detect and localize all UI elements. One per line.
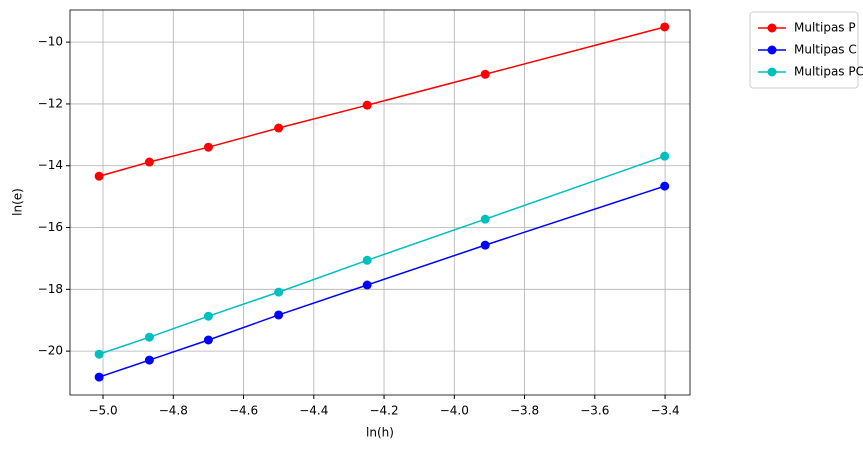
y-axis-label: ln(e): [11, 188, 25, 216]
data-point: [94, 349, 104, 359]
x-tick-label: −3.8: [510, 404, 539, 418]
legend-label: Multipas PC: [794, 65, 863, 79]
data-point: [144, 157, 154, 167]
data-point: [660, 151, 670, 161]
data-point: [362, 255, 372, 265]
series-line: [98, 155, 665, 355]
data-point: [274, 310, 284, 320]
legend-marker: [767, 45, 777, 55]
x-axis-label: ln(h): [366, 426, 394, 440]
data-point: [203, 142, 213, 152]
x-tick-label: −4.0: [440, 404, 469, 418]
x-tick-label: −3.6: [580, 404, 609, 418]
legend-label: Multipas P: [794, 21, 856, 35]
data-point: [144, 355, 154, 365]
x-tick-label: −4.4: [299, 404, 328, 418]
legend-marker: [767, 67, 777, 77]
legend-label: Multipas C: [794, 43, 857, 57]
data-point: [480, 214, 490, 224]
x-tick-label: −4.2: [369, 404, 398, 418]
x-tick-label: −4.8: [159, 404, 188, 418]
x-tick-label: −5.0: [88, 404, 117, 418]
series-line: [98, 185, 665, 378]
x-tick-label: −4.6: [229, 404, 258, 418]
data-point: [480, 240, 490, 250]
y-tick-label: −10: [38, 35, 63, 49]
data-point: [94, 372, 104, 382]
series-line: [98, 26, 665, 177]
y-tick-label: −18: [38, 282, 63, 296]
data-point: [203, 335, 213, 345]
data-point: [203, 311, 213, 321]
y-tick-label: −20: [38, 344, 63, 358]
data-point: [274, 123, 284, 133]
data-point: [660, 181, 670, 191]
data-point: [660, 22, 670, 32]
data-point: [144, 332, 154, 342]
legend-box: [749, 11, 859, 89]
data-point: [362, 100, 372, 110]
plot-frame: [69, 9, 691, 396]
legend-marker: [767, 23, 777, 33]
y-tick-label: −14: [38, 158, 63, 172]
data-point: [480, 69, 490, 79]
data-point: [94, 171, 104, 181]
x-tick-label: −3.4: [650, 404, 679, 418]
y-tick-label: −12: [38, 96, 63, 110]
y-tick-label: −16: [38, 220, 63, 234]
data-point: [274, 287, 284, 297]
data-point: [362, 280, 372, 290]
